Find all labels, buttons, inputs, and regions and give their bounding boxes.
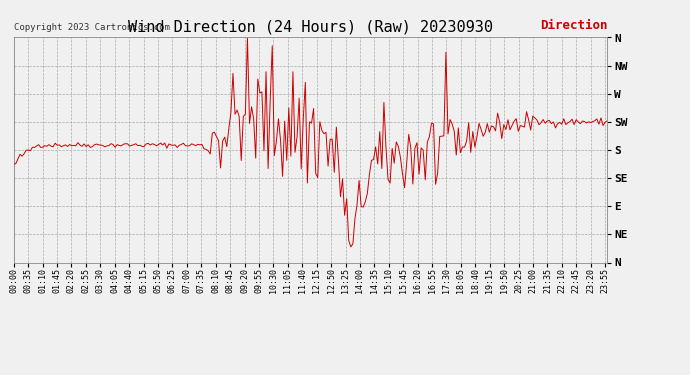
Title: Wind Direction (24 Hours) (Raw) 20230930: Wind Direction (24 Hours) (Raw) 20230930 — [128, 20, 493, 35]
Text: Copyright 2023 Cartronics.com: Copyright 2023 Cartronics.com — [14, 23, 170, 32]
Text: Direction: Direction — [540, 19, 607, 32]
